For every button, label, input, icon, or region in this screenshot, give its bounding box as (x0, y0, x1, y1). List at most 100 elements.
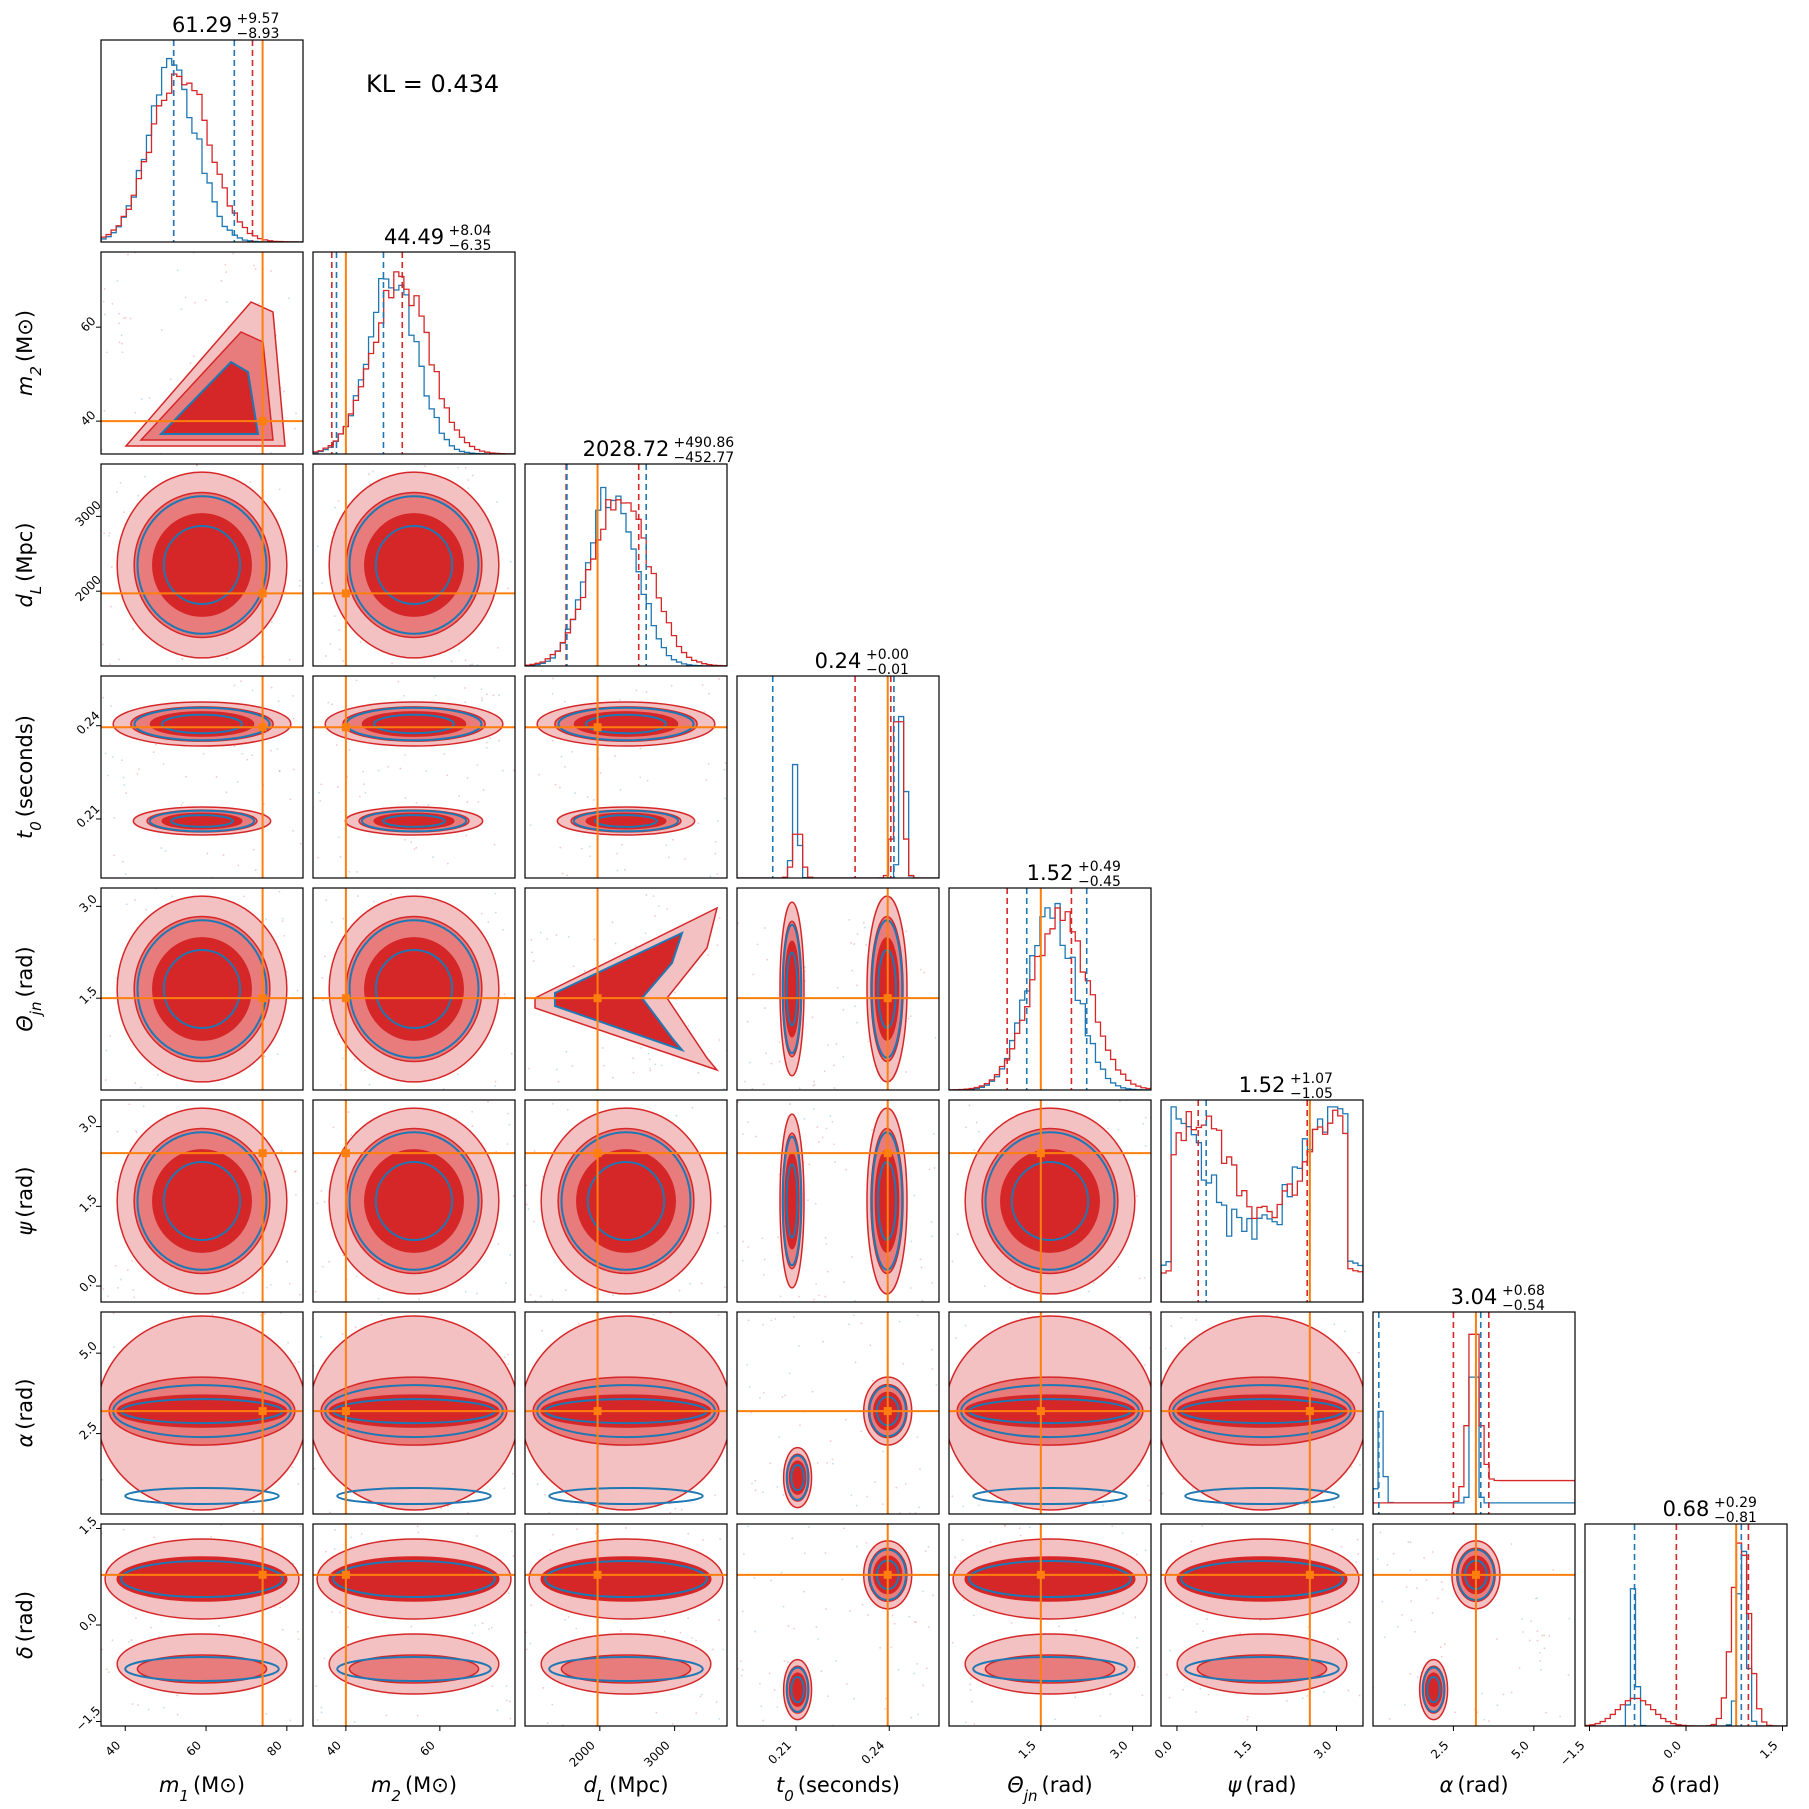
panels-layer: 61.29 +9.57−8.93 40 60 44.49 +8.04−6.35 2000 30… (72, 11, 1788, 1770)
scatter-point (477, 801, 480, 803)
scatter-point (145, 908, 148, 911)
panel-frame (524, 1311, 728, 1515)
x-tick-label: 0.24 (859, 1738, 888, 1767)
scatter-point (354, 1326, 357, 1328)
scatter-point (1285, 1700, 1288, 1702)
scatter-point (377, 769, 380, 772)
scatter-point (758, 1682, 761, 1685)
contour-red (576, 1149, 676, 1253)
scatter-point (746, 1020, 749, 1023)
scatter-point (832, 1462, 834, 1465)
scatter-point (927, 1545, 930, 1548)
scatter-point (862, 921, 865, 924)
scatter-point (1403, 1704, 1406, 1706)
scatter-point (687, 1024, 690, 1027)
scatter-point (881, 1503, 884, 1506)
panel-m1-m1: 61.29 +9.57−8.93 (100, 11, 304, 243)
scatter-point (325, 899, 327, 902)
truth-marker (1036, 1570, 1045, 1579)
truth-marker (593, 723, 602, 732)
scatter-point (552, 1533, 554, 1536)
scatter-point (336, 1033, 339, 1036)
scatter-point (359, 641, 362, 644)
x-tick-label: 1.5 (1231, 1738, 1254, 1761)
scatter-point (766, 958, 769, 961)
scatter-point (252, 848, 255, 851)
scatter-point (110, 605, 112, 608)
panel-frame (312, 1311, 516, 1515)
scatter-point (843, 1527, 846, 1530)
scatter-point (391, 662, 393, 665)
scatter-point (747, 1121, 750, 1123)
scatter-point (1454, 1711, 1457, 1714)
scatter-point (541, 1176, 544, 1178)
scatter-point (1144, 1549, 1147, 1552)
truth-marker (258, 589, 267, 598)
hist-red-dL (525, 499, 727, 666)
panel-frame (948, 887, 1152, 1091)
scatter-point (1559, 1715, 1562, 1718)
scatter-point (646, 779, 649, 782)
scatter-point (368, 1083, 371, 1086)
scatter-point (1169, 1649, 1172, 1652)
scatter-point (342, 917, 345, 920)
contour-red (964, 1556, 1136, 1602)
scatter-point (134, 1130, 137, 1132)
scatter-point (776, 1486, 779, 1488)
scatter-point (538, 773, 540, 776)
truth-marker (593, 1149, 602, 1158)
scatter-point (322, 999, 324, 1002)
scatter-point (337, 500, 340, 502)
scatter-point (919, 968, 922, 971)
scatter-point (297, 1630, 299, 1633)
scatter-point (415, 801, 418, 804)
contour-red (984, 1654, 1116, 1684)
scatter-point (532, 1220, 535, 1223)
scatter-point (871, 1129, 873, 1131)
scatter-point (488, 1628, 491, 1631)
panel-frame (948, 1523, 1152, 1727)
scatter-point (161, 329, 163, 331)
scatter-point (920, 1266, 923, 1269)
scatter-point (181, 658, 184, 660)
scatter-point (122, 511, 125, 514)
scatter-point (910, 1240, 913, 1243)
hist-blue-dL (525, 486, 727, 666)
scatter-point (1075, 1629, 1078, 1632)
scatter-point (780, 1571, 783, 1574)
scatter-point (1439, 1646, 1442, 1648)
scatter-point (291, 1466, 294, 1469)
scatter-point (464, 466, 467, 469)
panel-dL-m1: 2000 3000 (72, 463, 304, 667)
scatter-point (700, 1693, 703, 1696)
scatter-point (935, 1383, 938, 1386)
scatter-point (754, 1630, 757, 1633)
scatter-point (507, 587, 509, 590)
scatter-point (286, 1260, 289, 1263)
scatter-point (826, 1462, 828, 1464)
scatter-point (276, 748, 279, 751)
scatter-point (1111, 1525, 1114, 1528)
scatter-point (1182, 1478, 1185, 1481)
scatter-point (644, 932, 647, 935)
x-tick-label: 60 (417, 1738, 438, 1759)
scatter-point (525, 1648, 528, 1651)
scatter-point (467, 487, 470, 490)
panel-delta-psi: 0.0 1.5 3.0 (1152, 1523, 1364, 1762)
axis-label: Θjn(rad) (1007, 1773, 1092, 1805)
scatter-point (1358, 1694, 1361, 1697)
scatter-point (447, 1505, 449, 1508)
scatter-point (270, 686, 273, 689)
title-plus-delta: +0.29 (1714, 1495, 1757, 1511)
scatter-point (287, 1341, 290, 1344)
scatter-point (832, 1143, 835, 1146)
panel-frame (100, 1099, 304, 1303)
truth-marker (593, 1570, 602, 1579)
scatter-point (281, 1628, 284, 1631)
scatter-point (652, 1313, 655, 1316)
scatter-point (111, 1639, 114, 1642)
contour-blue (548, 1487, 704, 1505)
panel-alpha-m2 (312, 1311, 516, 1515)
scatter-point (1357, 1351, 1360, 1354)
scatter-point (469, 664, 472, 666)
